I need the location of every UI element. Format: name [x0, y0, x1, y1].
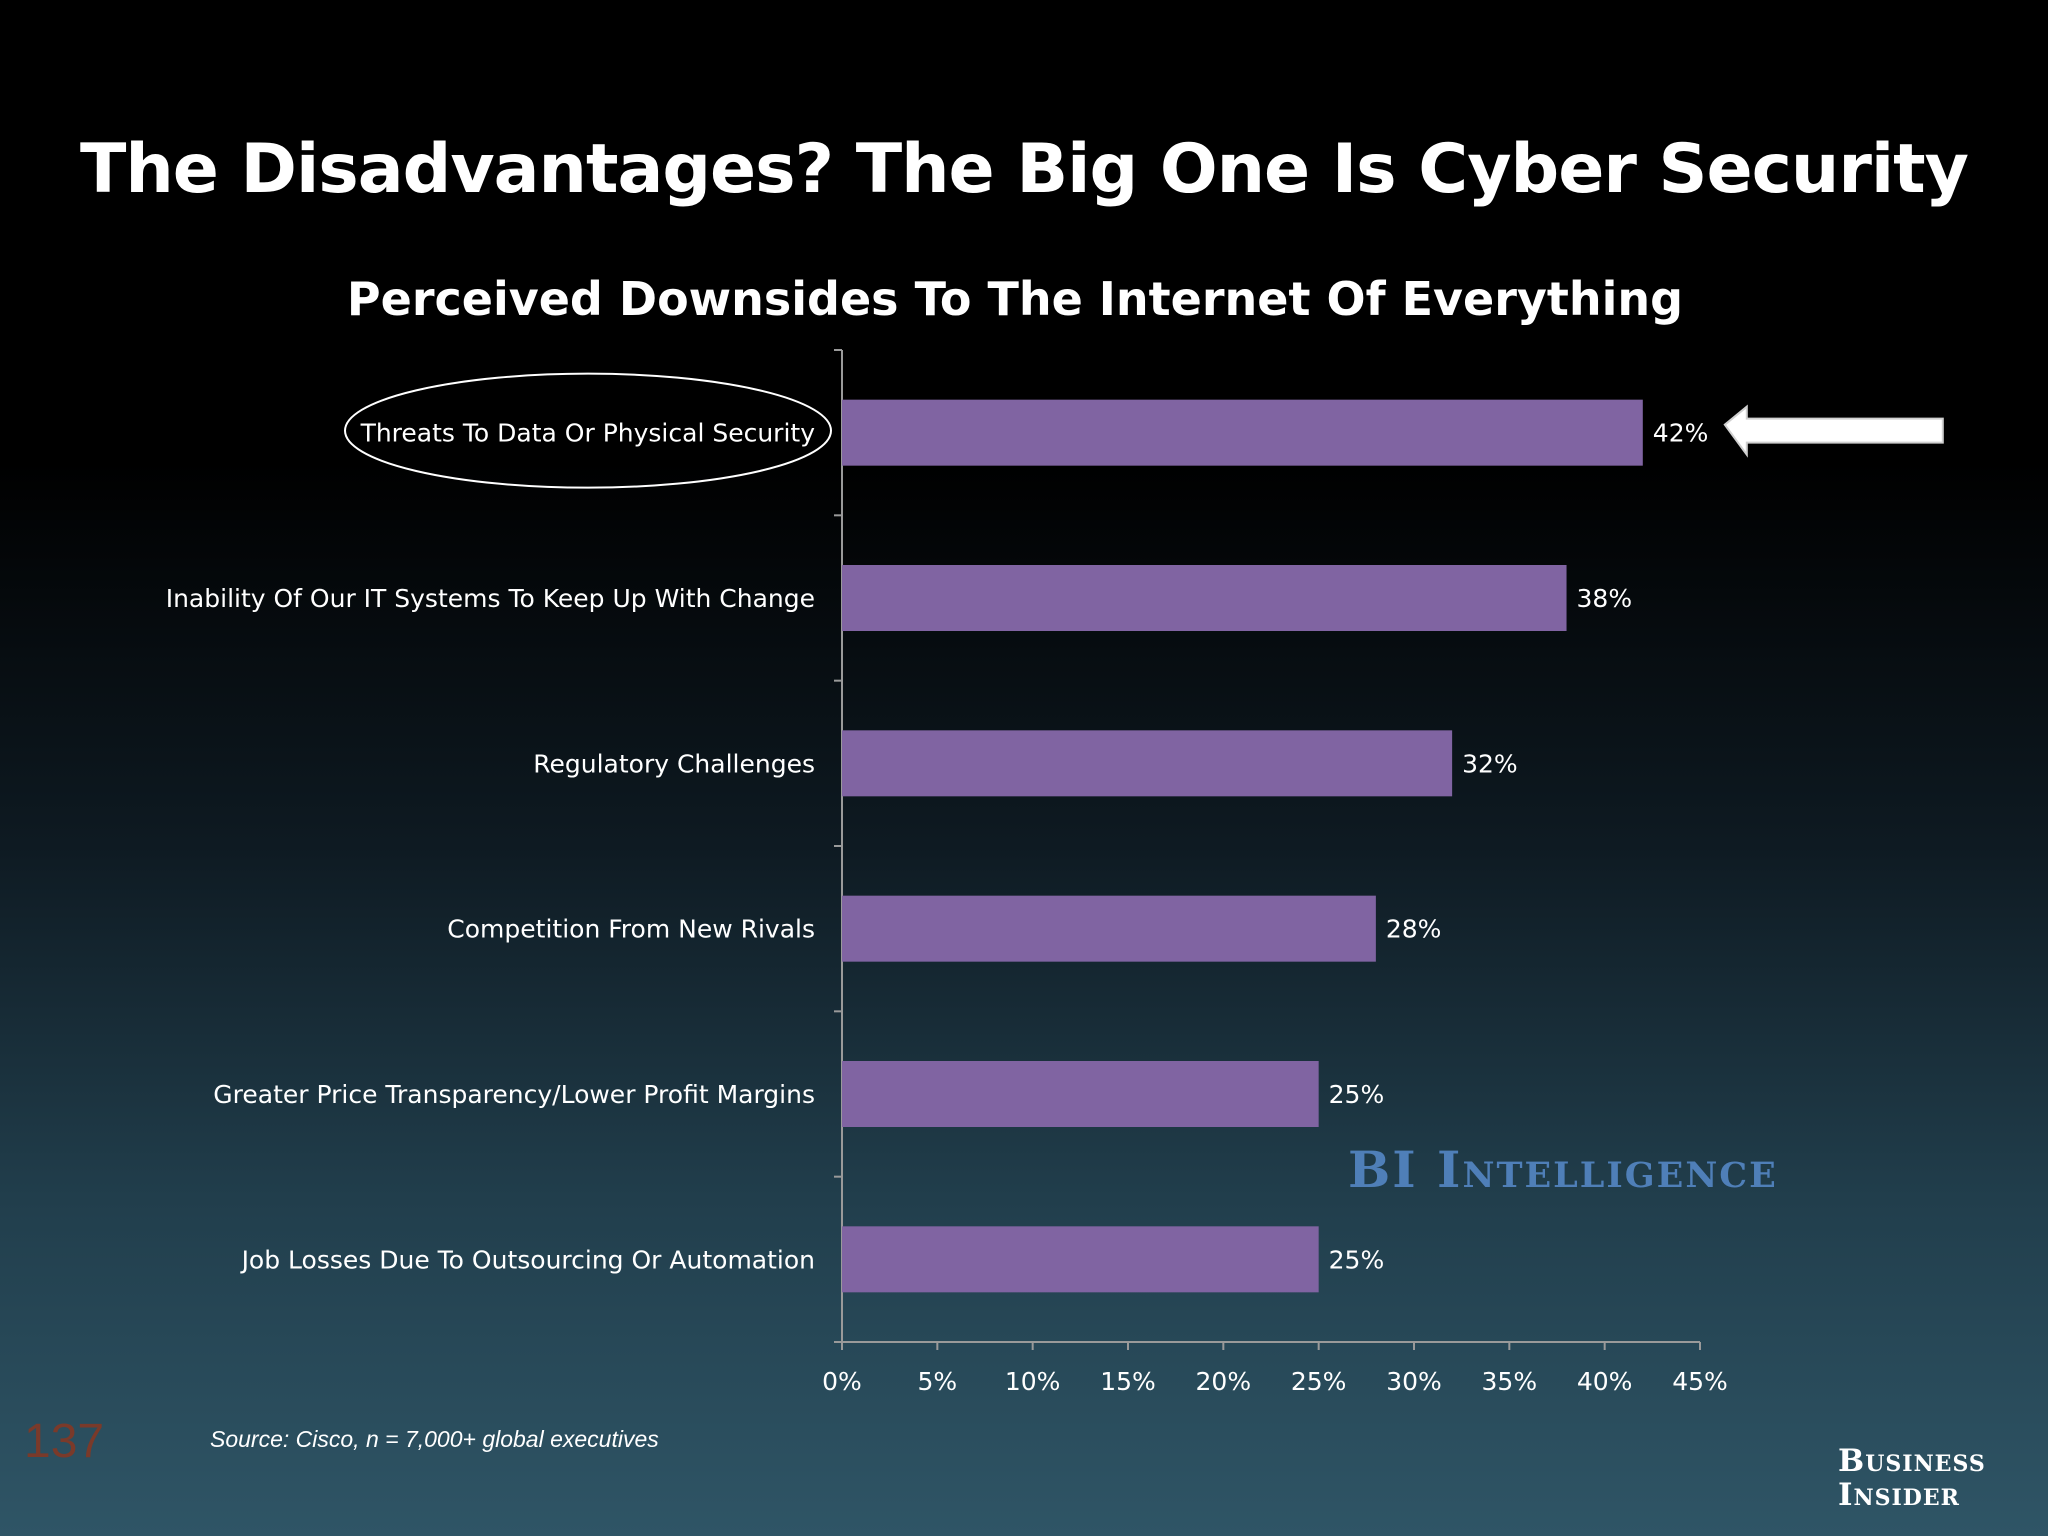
x-tick-label: 45% [1672, 1367, 1728, 1396]
slide-title: The Disadvantages? The Big One Is Cyber … [79, 130, 1969, 209]
bar [842, 1226, 1319, 1293]
source-note: Source: Cisco, n = 7,000+ global executi… [210, 1426, 659, 1452]
chart-title: Perceived Downsides To The Internet Of E… [346, 272, 1684, 326]
category-label: Threats To Data Or Physical Security [360, 419, 816, 448]
category-label: Inability Of Our IT Systems To Keep Up W… [166, 584, 815, 613]
category-label: Greater Price Transparency/Lower Profit … [213, 1080, 815, 1109]
x-tick-label: 20% [1196, 1367, 1252, 1396]
business-insider-logo: Business Insider [1838, 1444, 1988, 1512]
brand-line-1: Business [1838, 1443, 1986, 1479]
bar [842, 399, 1643, 466]
x-tick-label: 40% [1577, 1367, 1633, 1396]
value-label: 28% [1386, 915, 1442, 944]
bar [842, 895, 1376, 962]
page-number: 137 [24, 1415, 105, 1468]
category-label: Competition From New Rivals [447, 915, 815, 944]
value-label: 25% [1329, 1245, 1385, 1274]
highlight-ellipse [344, 372, 832, 489]
category-label: Job Losses Due To Outsourcing Or Automat… [240, 1245, 815, 1274]
x-tick-label: 15% [1100, 1367, 1156, 1396]
value-label: 42% [1653, 419, 1709, 448]
highlight-arrow-icon [1723, 404, 1944, 458]
x-tick-label: 35% [1482, 1367, 1538, 1396]
x-tick-label: 30% [1386, 1367, 1442, 1396]
x-tick-label: 10% [1005, 1367, 1061, 1396]
category-label: Regulatory Challenges [533, 749, 815, 778]
bi-intelligence-watermark: BI Intelligence [1348, 1140, 1778, 1199]
value-label: 32% [1462, 749, 1518, 778]
bar [842, 565, 1567, 631]
brand-line-2: Insider [1838, 1477, 1960, 1513]
x-tick-label: 5% [917, 1367, 957, 1396]
bar [842, 730, 1453, 797]
value-label: 25% [1329, 1080, 1385, 1109]
value-label: 38% [1577, 584, 1633, 613]
x-tick-label: 25% [1291, 1367, 1347, 1396]
x-tick-label: 0% [822, 1367, 862, 1396]
bar [842, 1061, 1319, 1127]
